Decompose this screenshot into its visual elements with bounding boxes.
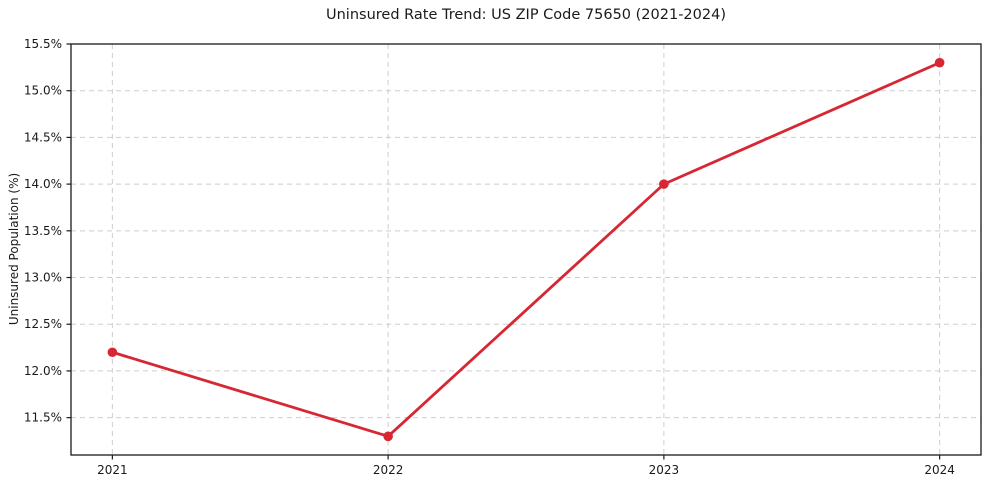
data-point-marker xyxy=(659,179,669,189)
x-tick-label: 2021 xyxy=(97,463,128,477)
trend-line xyxy=(110,61,942,438)
data-point-marker xyxy=(383,431,393,442)
x-tick-label: 2022 xyxy=(373,463,404,477)
y-tick-label: 12.0% xyxy=(24,364,62,378)
data-point-marker xyxy=(934,57,945,68)
y-tick-label: 13.5% xyxy=(24,224,62,238)
x-tick-label: 2023 xyxy=(649,463,680,477)
plot-border xyxy=(70,43,982,456)
y-tick-label: 15.5% xyxy=(24,37,62,51)
chart-title: Uninsured Rate Trend: US ZIP Code 75650 … xyxy=(326,7,726,23)
y-tick-label: 11.5% xyxy=(24,411,62,425)
y-tick-label: 13.0% xyxy=(24,271,62,285)
y-tick-label: 14.5% xyxy=(24,130,62,144)
y-tick-label: 12.5% xyxy=(24,317,62,331)
x-tick-label: 2024 xyxy=(924,463,955,477)
y-tick-label: 14.0% xyxy=(24,177,62,191)
y-tick-label: 15.0% xyxy=(24,84,62,98)
data-point-marker xyxy=(107,347,118,358)
